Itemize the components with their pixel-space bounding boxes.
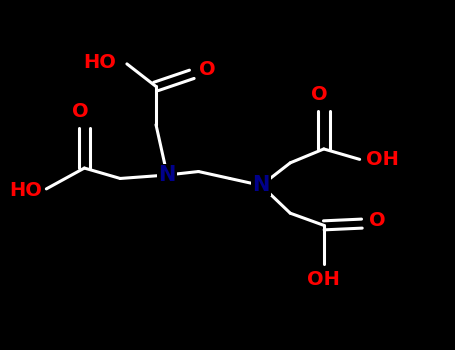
Text: OH: OH bbox=[308, 271, 340, 289]
Text: O: O bbox=[71, 102, 88, 121]
Text: HO: HO bbox=[83, 52, 116, 72]
Text: N: N bbox=[158, 165, 176, 185]
Text: O: O bbox=[198, 60, 215, 79]
Text: O: O bbox=[311, 85, 328, 104]
Text: N: N bbox=[253, 175, 270, 195]
Text: O: O bbox=[369, 211, 385, 230]
Text: OH: OH bbox=[366, 150, 399, 169]
Text: HO: HO bbox=[9, 181, 42, 200]
